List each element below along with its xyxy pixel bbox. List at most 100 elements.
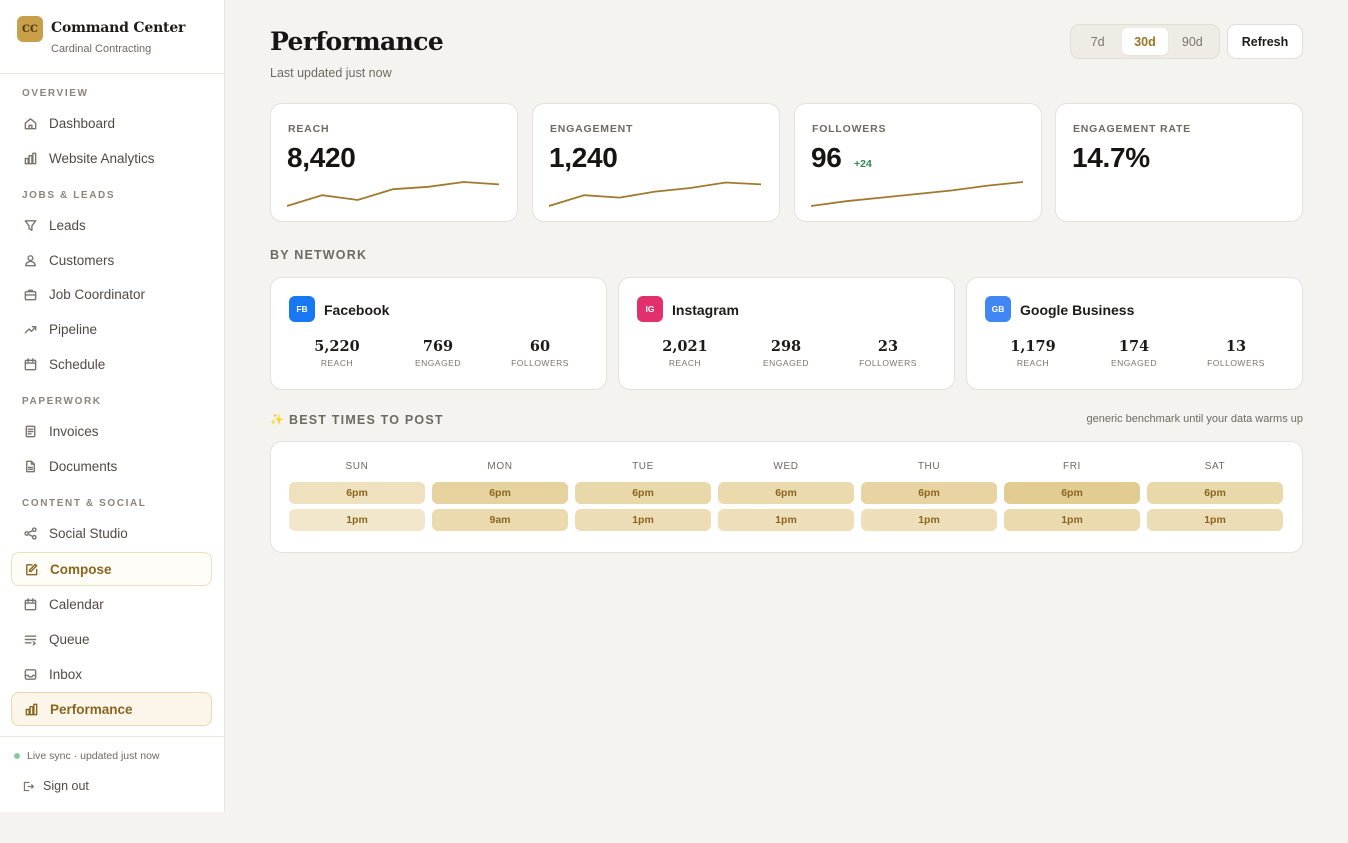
time-slot[interactable]: 6pm [718, 482, 854, 504]
followers-delta-badge: +24 [854, 158, 872, 170]
nav-section-jobs-leads: JOBS & LEADS [22, 190, 116, 201]
nav-section-overview: OVERVIEW [22, 88, 89, 99]
calendar-icon [22, 596, 38, 612]
sidebar-item-label: Inbox [49, 666, 83, 682]
brand-title: Command Center [51, 20, 186, 36]
trend-up-icon [22, 321, 38, 337]
users-icon [22, 252, 38, 268]
reach-value: 5,220 [314, 338, 360, 355]
time-slot[interactable]: 1pm [1147, 509, 1283, 531]
sidebar-item-documents[interactable]: Documents [11, 449, 212, 483]
network-followers: 23 FOLLOWERS [838, 338, 938, 368]
time-slot[interactable]: 6pm [1147, 482, 1283, 504]
sidebar-item-dashboard[interactable]: Dashboard [11, 106, 212, 140]
sidebar-item-leads[interactable]: Leads [11, 208, 212, 242]
sparkline-series [811, 181, 1024, 207]
sidebar-item-schedule[interactable]: Schedule [11, 347, 212, 381]
network-card-facebook: FB Facebook 5,220 REACH 769 ENGAGED 60 FOLL… [270, 277, 607, 390]
day-column-sat: SAT 6pm 1pm [1147, 461, 1283, 531]
share-icon [22, 525, 38, 541]
range-30d-button[interactable]: 30d [1122, 28, 1168, 55]
sidebar-item-customers[interactable]: Customers [11, 243, 212, 277]
sidebar-item-job-coordinator[interactable]: Job Coordinator [11, 277, 212, 311]
bar-chart-icon [22, 150, 38, 166]
time-slot[interactable]: 1pm [861, 509, 997, 531]
sidebar-item-pipeline[interactable]: Pipeline [11, 312, 212, 346]
day-name: SUN [345, 461, 369, 472]
stat-card-engagement: ENGAGEMENT 1,240 [532, 103, 780, 222]
followers-label: FOLLOWERS [859, 358, 917, 368]
time-slot[interactable]: 1pm [1004, 509, 1140, 531]
day-column-sun: SUN 6pm 1pm [289, 461, 425, 531]
day-name: TUE [632, 461, 654, 472]
stat-card-engagement-rate: ENGAGEMENT RATE 14.7% [1055, 103, 1303, 222]
sidebar-item-label: Job Coordinator [49, 286, 146, 302]
network-name: Facebook [324, 302, 390, 318]
time-slot[interactable]: 6pm [289, 482, 425, 504]
sidebar-item-calendar[interactable]: Calendar [11, 587, 212, 621]
stat-value: 96 [811, 142, 842, 173]
sidebar-item-label: Invoices [49, 423, 99, 439]
time-slot[interactable]: 1pm [718, 509, 854, 531]
time-slot[interactable]: 1pm [575, 509, 711, 531]
reach-value: 1,179 [1010, 338, 1056, 355]
reach-label: REACH [320, 358, 354, 368]
network-engaged: 298 ENGAGED [736, 338, 836, 368]
brand-logo: CC [17, 16, 43, 42]
time-slot[interactable]: 9am [432, 509, 568, 531]
stat-label: REACH [288, 123, 330, 135]
sidebar-item-website-analytics[interactable]: Website Analytics [11, 141, 212, 175]
sign-out-button[interactable]: Sign out [22, 779, 89, 793]
google-business-icon: GB [985, 296, 1011, 322]
reach-sparkline [287, 181, 500, 207]
network-name: Google Business [1020, 302, 1135, 318]
network-followers: 60 FOLLOWERS [490, 338, 590, 368]
time-slot[interactable]: 6pm [1004, 482, 1140, 504]
sidebar-item-social-studio[interactable]: Social Studio [11, 516, 212, 550]
time-slot[interactable]: 6pm [575, 482, 711, 504]
sidebar-item-invoices[interactable]: Invoices [11, 414, 212, 448]
time-slot[interactable]: 6pm [861, 482, 997, 504]
time-slot[interactable]: 1pm [289, 509, 425, 531]
followers-value: 60 [529, 338, 551, 355]
by-network-heading: BY NETWORK [270, 248, 368, 262]
sidebar: CC Command Center Cardinal Contracting O… [0, 0, 225, 812]
stat-label: FOLLOWERS [812, 123, 887, 135]
sidebar-item-queue[interactable]: Queue [11, 622, 212, 656]
last-updated-text: Last updated just now [270, 66, 392, 80]
day-column-tue: TUE 6pm 1pm [575, 461, 711, 531]
followers-label: FOLLOWERS [511, 358, 569, 368]
sparkline-series [549, 181, 762, 207]
sidebar-item-performance[interactable]: Performance [11, 692, 212, 726]
sidebar-footer: Live sync · updated just now Sign out [0, 736, 224, 812]
sidebar-item-label: Calendar [49, 596, 104, 612]
stat-card-followers: FOLLOWERS 96 +24 [794, 103, 1042, 222]
reach-label: REACH [668, 358, 702, 368]
sidebar-item-label: Performance [50, 701, 133, 717]
day-name: WED [773, 461, 799, 472]
stat-label: ENGAGEMENT RATE [1073, 123, 1191, 135]
nav-section-content-social: CONTENT & SOCIAL [22, 498, 147, 509]
day-name: THU [917, 461, 941, 472]
network-reach: 1,179 REACH [983, 338, 1083, 368]
sidebar-item-label: Compose [50, 561, 112, 577]
network-reach: 5,220 REACH [287, 338, 387, 368]
followers-sparkline [811, 181, 1024, 207]
sync-status-text: Live sync · updated just now [27, 750, 160, 762]
reach-value: 2,021 [662, 338, 708, 355]
sidebar-item-label: Pipeline [49, 321, 98, 337]
refresh-button[interactable]: Refresh [1227, 24, 1303, 59]
sidebar-item-label: Social Studio [49, 525, 128, 541]
range-90d-button[interactable]: 90d [1181, 34, 1203, 49]
time-slot[interactable]: 6pm [432, 482, 568, 504]
sparkle-icon: ✨ [270, 414, 284, 426]
sparkline-series [287, 181, 500, 207]
range-7d-button[interactable]: 7d [1090, 34, 1105, 49]
sidebar-item-compose[interactable]: Compose [11, 552, 212, 586]
day-name: MON [487, 461, 513, 472]
sidebar-item-inbox[interactable]: Inbox [11, 657, 212, 691]
network-followers: 13 FOLLOWERS [1186, 338, 1286, 368]
day-column-mon: MON 6pm 9am [432, 461, 568, 531]
followers-value: 13 [1225, 338, 1247, 355]
benchmark-note: generic benchmark until your data warms … [1086, 413, 1303, 425]
